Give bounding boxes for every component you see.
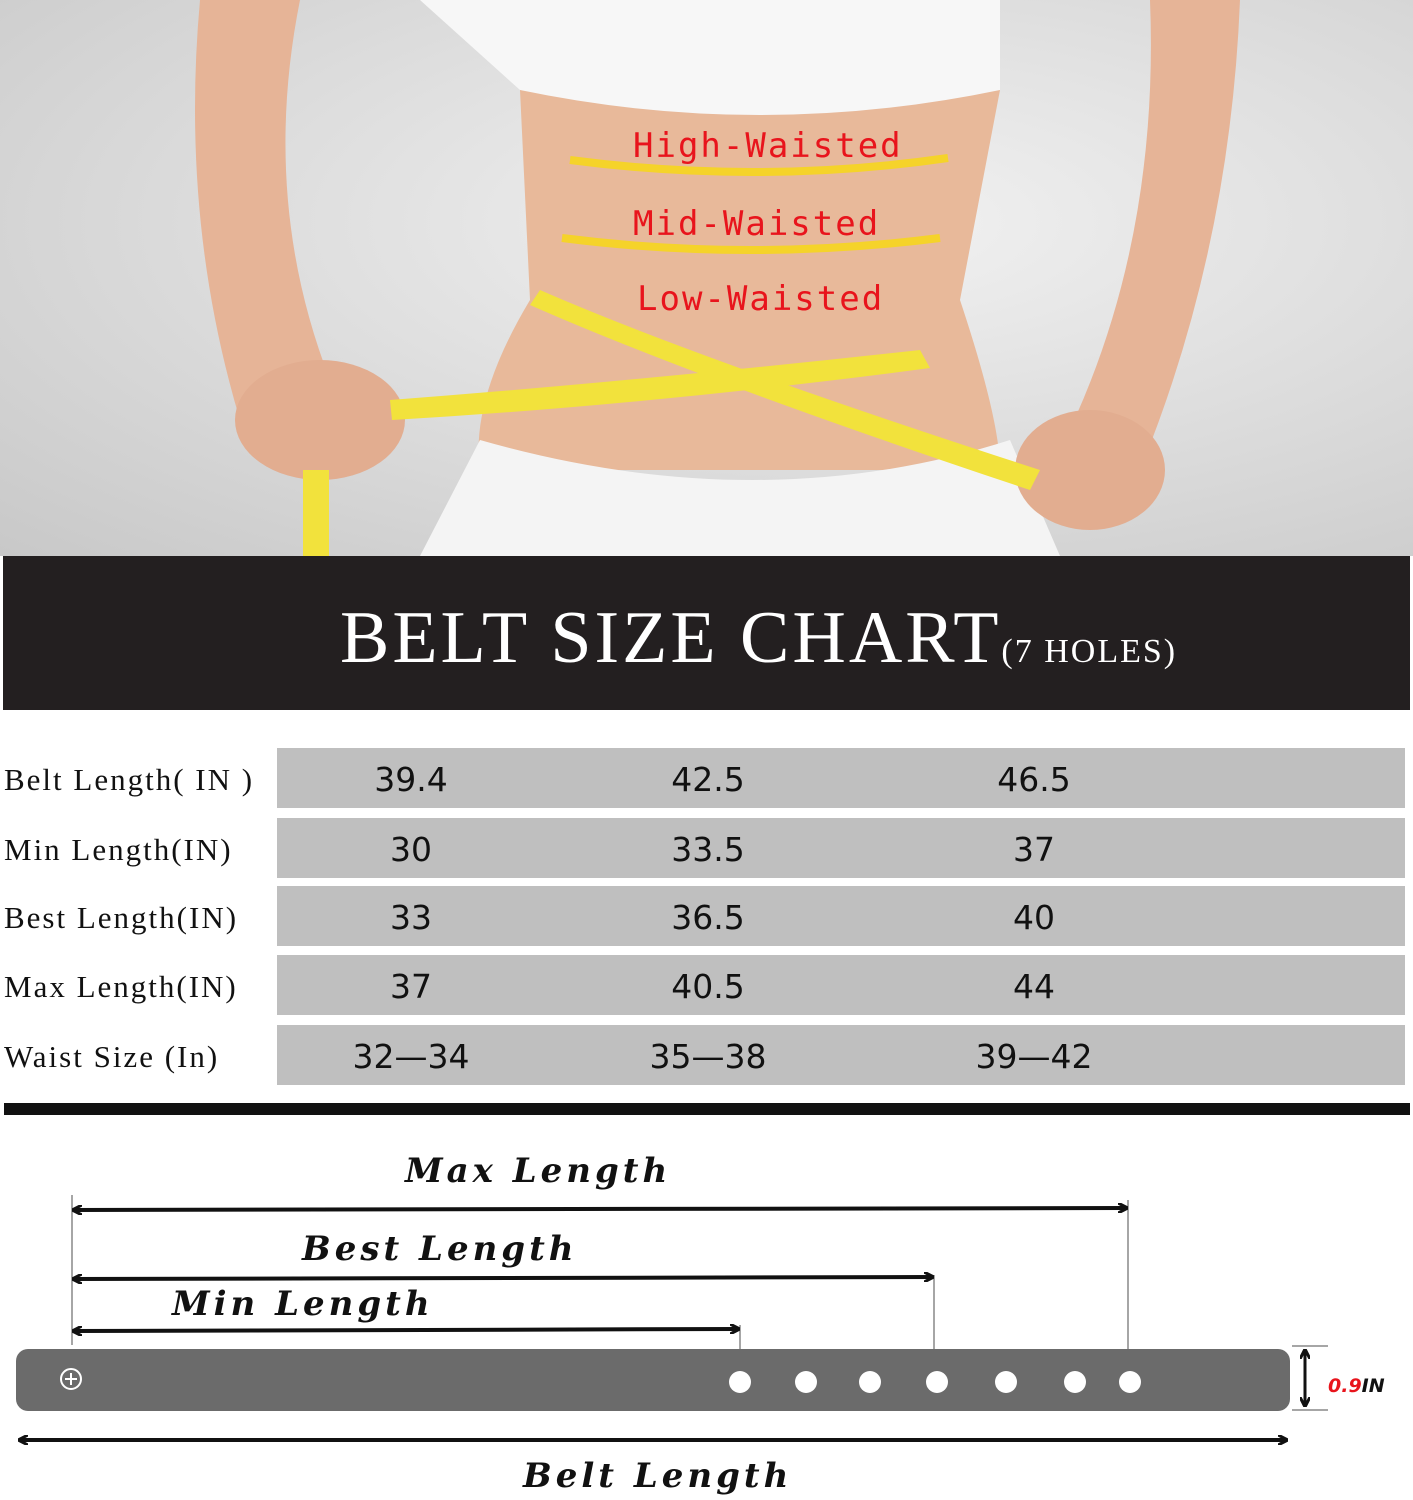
table-cell: 46.5 — [997, 760, 1071, 799]
divider — [4, 1103, 1410, 1115]
table-cell: 30 — [390, 830, 432, 869]
table-cell: 42.5 — [671, 760, 745, 799]
table-cell: 39—42 — [975, 1037, 1093, 1076]
mid-waisted-label: Mid-Waisted — [633, 204, 881, 244]
table-cell: 35—38 — [649, 1037, 767, 1076]
max-length-arrow — [74, 1208, 1126, 1210]
row-label: Belt Length( IN ) — [4, 762, 255, 797]
torso-illustration — [195, 0, 1240, 556]
measuring-tape — [390, 350, 930, 420]
row-label: Min Length(IN) — [4, 832, 233, 867]
belt-hole — [859, 1371, 881, 1393]
belt-hole — [1119, 1371, 1141, 1393]
waist-measurement-photo: High-Waisted Mid-Waisted Low-Waisted — [0, 0, 1413, 556]
min-length-arrow — [74, 1329, 738, 1331]
row-bar — [277, 955, 1405, 1015]
right-hand — [1015, 410, 1165, 530]
row-label: Best Length(IN) — [4, 900, 239, 935]
belt-hole — [795, 1371, 817, 1393]
width-unit: IN — [1362, 1375, 1385, 1397]
table-cell: 32—34 — [352, 1037, 470, 1076]
max-length-label: Max Length — [404, 1151, 671, 1191]
left-hand — [235, 360, 405, 480]
title-band — [3, 556, 1410, 710]
low-waisted-label: Low-Waisted — [637, 279, 885, 319]
belt-strap — [16, 1349, 1290, 1411]
best-length-label: Best Length — [301, 1229, 578, 1269]
table-row: Waist Size (In) 32—34 35—38 39—42 — [0, 1025, 1413, 1085]
table-cell: 33.5 — [671, 830, 745, 869]
belt-diagram: Max Length Best Length Min Length 0.9IN … — [16, 1151, 1385, 1496]
table-cell: 33 — [390, 898, 432, 937]
belt-length-label: Belt Length — [522, 1456, 792, 1496]
belt-hole — [995, 1371, 1017, 1393]
table-cell: 40.5 — [671, 967, 745, 1006]
table-row: Min Length(IN) 30 33.5 37 — [0, 818, 1413, 878]
table-cell: 37 — [1013, 830, 1055, 869]
title-text: BELT SIZE CHART — [340, 597, 1002, 679]
table-row: Best Length(IN) 33 36.5 40 — [0, 886, 1413, 946]
table-cell: 44 — [1013, 967, 1055, 1006]
mid-waist-line — [561, 234, 941, 254]
best-length-arrow — [74, 1277, 932, 1279]
width-value: 0.9 — [1328, 1375, 1362, 1397]
high-waisted-label: High-Waisted — [633, 126, 903, 166]
table-row: Belt Length( IN ) 39.4 42.5 46.5 — [0, 748, 1413, 808]
row-bar — [277, 748, 1405, 808]
min-length-label: Min Length — [171, 1284, 434, 1324]
row-bar — [277, 886, 1405, 946]
table-cell: 36.5 — [671, 898, 745, 937]
row-bar — [277, 1025, 1405, 1085]
row-label: Max Length(IN) — [4, 969, 238, 1004]
table-cell: 40 — [1013, 898, 1055, 937]
belt-width-label: 0.9IN — [1328, 1375, 1385, 1397]
row-bar — [277, 818, 1405, 878]
subtitle: (7 HOLES) — [1001, 633, 1178, 670]
page-title: BELT SIZE CHART(7 HOLES) — [340, 596, 1177, 681]
belt-holes — [729, 1371, 1141, 1393]
table-cell: 39.4 — [374, 760, 448, 799]
table-cell: 37 — [390, 967, 432, 1006]
row-label: Waist Size (In) — [4, 1039, 220, 1074]
belt-hole — [1064, 1371, 1086, 1393]
table-row: Max Length(IN) 37 40.5 44 — [0, 955, 1413, 1015]
high-waist-line — [569, 154, 949, 176]
belt-hole — [729, 1371, 751, 1393]
buckle-screw-icon — [60, 1368, 82, 1390]
belt-hole — [926, 1371, 948, 1393]
